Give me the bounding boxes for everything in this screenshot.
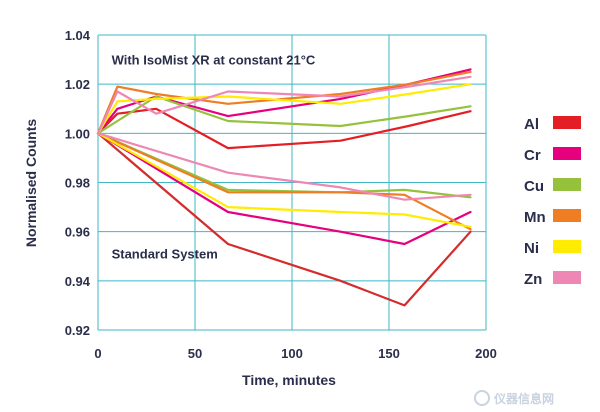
series-line-zn-standard bbox=[96, 132, 472, 201]
legend-label-cr: Cr bbox=[524, 147, 541, 164]
legend-swatch-cu bbox=[553, 178, 581, 191]
legend-swatch-cr bbox=[553, 147, 581, 160]
legend-label-cu: Cu bbox=[524, 178, 544, 195]
y-axis-title: Normalised Counts bbox=[23, 119, 39, 248]
annotations: With IsoMist XR at constant 21°C Standard… bbox=[112, 53, 316, 262]
legend-swatch-ni bbox=[553, 240, 581, 253]
legend-label-zn: Zn bbox=[524, 271, 542, 288]
x-tick-label: 200 bbox=[475, 346, 497, 361]
x-tick-label: 150 bbox=[378, 346, 400, 361]
watermark: 仪器信息网 bbox=[474, 390, 554, 406]
series-line-mn-standard bbox=[96, 132, 472, 231]
y-tick-label: 1.02 bbox=[65, 77, 90, 92]
series-line-cu-isomist bbox=[96, 95, 472, 135]
y-tick-label: 0.96 bbox=[65, 225, 90, 240]
legend: Al Cr Cu Mn Ni Zn bbox=[524, 116, 581, 288]
y-tick-label: 0.92 bbox=[65, 323, 90, 338]
series-line-cr-standard bbox=[96, 132, 472, 246]
y-tick-label: 1.00 bbox=[65, 126, 90, 141]
series-line-mn-isomist bbox=[96, 70, 472, 135]
watermark-text: 仪器信息网 bbox=[493, 391, 554, 406]
series-line-al-standard bbox=[96, 132, 472, 307]
x-tick-label: 0 bbox=[94, 346, 101, 361]
series-line-al-isomist bbox=[96, 107, 472, 150]
legend-swatch-zn bbox=[553, 271, 581, 284]
legend-swatch-mn bbox=[553, 209, 581, 222]
legend-label-ni: Ni bbox=[524, 240, 539, 257]
x-axis-title: Time, minutes bbox=[242, 372, 336, 388]
grid bbox=[97, 34, 487, 331]
series-line-ni-standard bbox=[96, 132, 472, 228]
watermark-logo-icon bbox=[474, 390, 490, 406]
legend-swatch-al bbox=[553, 116, 581, 129]
annotation-standard: Standard System bbox=[112, 247, 218, 262]
axes: 0.92 0.94 0.96 0.98 1.00 1.02 1.04 0 50 100 150 200 bbox=[65, 28, 497, 361]
x-tick-label: 50 bbox=[188, 346, 202, 361]
series-line-ni-isomist bbox=[96, 83, 472, 135]
y-tick-label: 0.94 bbox=[65, 274, 91, 289]
series-line-zn-isomist bbox=[96, 75, 472, 135]
x-tick-label: 100 bbox=[281, 346, 303, 361]
legend-label-al: Al bbox=[524, 116, 539, 133]
y-tick-label: 1.04 bbox=[65, 28, 91, 43]
legend-label-mn: Mn bbox=[524, 209, 546, 226]
y-tick-label: 0.98 bbox=[65, 176, 90, 191]
series-lines bbox=[96, 68, 472, 307]
annotation-isomist: With IsoMist XR at constant 21°C bbox=[112, 53, 316, 68]
